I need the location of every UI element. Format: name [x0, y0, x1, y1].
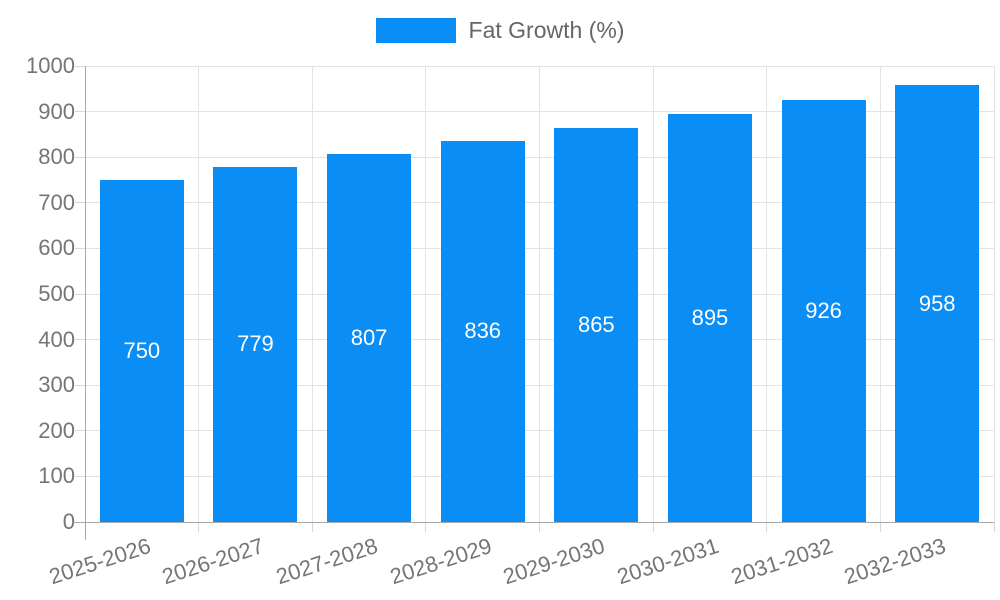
- gridline-vertical: [879, 66, 881, 522]
- bar[interactable]: [213, 166, 298, 522]
- y-tick-label: 400: [38, 326, 75, 352]
- y-axis-tick: [75, 156, 85, 158]
- bar-value-label: 750: [123, 338, 161, 363]
- bar[interactable]: [327, 154, 412, 522]
- bar[interactable]: [667, 113, 752, 522]
- y-axis-tick: [75, 384, 85, 386]
- gridline-vertical: [993, 66, 995, 522]
- y-tick-label: 0: [62, 509, 75, 534]
- x-axis-tick: [766, 522, 768, 532]
- y-tick-label: 700: [38, 189, 75, 215]
- gridline-vertical: [425, 66, 427, 522]
- x-axis-tick: [311, 522, 313, 532]
- bar-value-label: 926: [805, 297, 842, 323]
- x-axis-tick: [652, 522, 654, 532]
- y-tick-label: 800: [38, 144, 75, 170]
- y-axis-tick: [75, 339, 85, 341]
- y-axis-tick: [75, 430, 85, 432]
- y-tick-label: 900: [38, 98, 75, 124]
- bar-value-label: 865: [577, 311, 615, 337]
- bar-value-label: 836: [464, 318, 502, 344]
- y-axis-tick: [75, 65, 85, 67]
- y-axis-tick: [75, 111, 85, 113]
- x-axis-tick: [198, 522, 200, 532]
- bar[interactable]: [895, 85, 980, 522]
- y-tick-label: 200: [38, 417, 75, 443]
- gridline-vertical: [311, 66, 313, 522]
- y-axis-tick: [75, 247, 85, 249]
- y-axis-tick: [75, 293, 85, 295]
- gridline-vertical: [766, 66, 768, 522]
- bar[interactable]: [440, 140, 525, 522]
- bar-value-label: 958: [918, 290, 956, 316]
- x-axis-tick: [539, 522, 540, 532]
- bar-value-label: 807: [350, 325, 388, 350]
- gridline-vertical: [198, 66, 200, 522]
- y-tick-label: 300: [38, 372, 75, 398]
- bar-value-label: 895: [691, 304, 729, 330]
- gridline-vertical: [539, 66, 540, 522]
- x-axis-tick: [993, 522, 995, 532]
- y-tick-label: 500: [38, 281, 75, 306]
- chart-legend[interactable]: Fat Growth (%): [0, 16, 1000, 44]
- x-axis-line: [73, 521, 994, 523]
- bar[interactable]: [99, 180, 184, 522]
- gridline-vertical: [652, 66, 654, 522]
- y-axis-line: [84, 66, 86, 540]
- legend-label: Fat Growth (%): [468, 16, 625, 43]
- y-axis-tick: [75, 475, 85, 477]
- bar-value-label: 779: [237, 331, 274, 357]
- y-tick-label: 600: [38, 235, 75, 261]
- y-axis-tick: [75, 202, 85, 204]
- bar[interactable]: [781, 99, 866, 522]
- y-tick-label: 100: [38, 463, 75, 489]
- bar[interactable]: [554, 127, 639, 522]
- y-tick-label: 1000: [26, 53, 75, 78]
- x-axis-tick: [879, 522, 881, 532]
- x-axis-tick: [425, 522, 427, 532]
- legend-swatch: [375, 17, 456, 43]
